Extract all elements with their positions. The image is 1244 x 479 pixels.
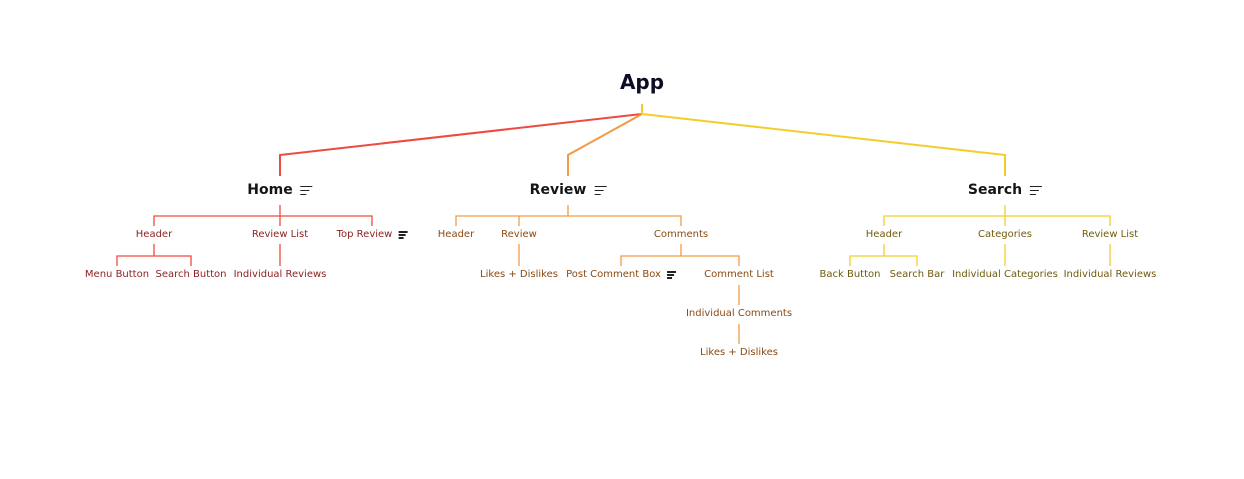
node-review-individual-comments[interactable]: Individual Comments [686, 308, 792, 319]
node-review-label: Review [529, 182, 587, 198]
search-connectors [849, 205, 1111, 266]
node-home-search-button[interactable]: Search Button [155, 269, 226, 280]
home-connectors [116, 205, 373, 266]
node-search-label: Search [967, 182, 1023, 198]
node-home-header[interactable]: Header [136, 229, 172, 240]
node-review-likes-dislikes-label: Likes + Dislikes [480, 269, 558, 280]
connector-app-search [641, 113, 1006, 176]
node-review-post-comment-box[interactable]: Post Comment Box [566, 269, 676, 280]
connector-app-review [567, 113, 643, 176]
notes-icon[interactable] [398, 231, 408, 239]
node-review-comment-likes-dislikes-label: Likes + Dislikes [700, 347, 778, 358]
node-search-categories[interactable]: Categories [978, 229, 1032, 240]
node-review-review[interactable]: Review [501, 229, 537, 240]
node-home-individual-reviews[interactable]: Individual Reviews [234, 269, 327, 280]
notes-icon[interactable] [300, 185, 313, 195]
node-review-post-comment-box-label: Post Comment Box [566, 269, 661, 280]
node-search-search-bar[interactable]: Search Bar [890, 269, 945, 280]
node-home-label: Home [247, 182, 293, 198]
node-app[interactable]: App [620, 70, 664, 94]
node-review-header-label: Header [437, 229, 475, 240]
node-search-search-bar-label: Search Bar [889, 269, 945, 280]
node-review-comment-list[interactable]: Comment List [704, 269, 774, 280]
node-home-search-button-label: Search Button [155, 269, 227, 280]
node-home-menu-button[interactable]: Menu Button [85, 269, 149, 280]
node-review-review-label: Review [501, 229, 537, 240]
node-review[interactable]: Review [530, 182, 607, 198]
node-home-individual-reviews-label: Individual Reviews [233, 269, 327, 280]
node-search-individual-reviews-label: Individual Reviews [1063, 269, 1157, 280]
node-search-back-button-label: Back Button [819, 269, 881, 280]
node-home-header-label: Header [135, 229, 173, 240]
node-review-comment-list-label: Comment List [704, 269, 774, 280]
node-review-comment-likes-dislikes[interactable]: Likes + Dislikes [700, 347, 778, 358]
node-search[interactable]: Search [967, 182, 1043, 198]
node-home-top-review[interactable]: Top Review [337, 229, 408, 240]
node-review-comments-label: Comments [653, 229, 709, 240]
node-review-likes-dislikes[interactable]: Likes + Dislikes [480, 269, 558, 280]
notes-icon[interactable] [594, 185, 607, 195]
node-search-categories-label: Categories [978, 229, 1032, 240]
node-search-individual-categories[interactable]: Individual Categories [952, 269, 1058, 280]
node-search-header-label: Header [865, 229, 903, 240]
node-home-review-list-label: Review List [251, 229, 309, 240]
node-review-header[interactable]: Header [438, 229, 474, 240]
node-search-review-list[interactable]: Review List [1082, 229, 1138, 240]
node-home-top-review-label: Top Review [336, 229, 393, 240]
node-home-review-list[interactable]: Review List [252, 229, 308, 240]
notes-icon[interactable] [666, 271, 676, 279]
node-search-individual-reviews[interactable]: Individual Reviews [1064, 269, 1157, 280]
connector-app-home [279, 113, 643, 176]
notes-icon[interactable] [1030, 185, 1043, 195]
node-home[interactable]: Home [247, 182, 313, 198]
node-home-menu-button-label: Menu Button [84, 269, 150, 280]
node-app-label: App [619, 70, 665, 94]
review-connectors [455, 205, 740, 344]
node-review-individual-comments-label: Individual Comments [685, 308, 793, 319]
node-search-individual-categories-label: Individual Categories [952, 269, 1058, 280]
node-search-review-list-label: Review List [1081, 229, 1139, 240]
node-review-comments[interactable]: Comments [654, 229, 708, 240]
node-search-header[interactable]: Header [866, 229, 902, 240]
node-search-back-button[interactable]: Back Button [820, 269, 881, 280]
